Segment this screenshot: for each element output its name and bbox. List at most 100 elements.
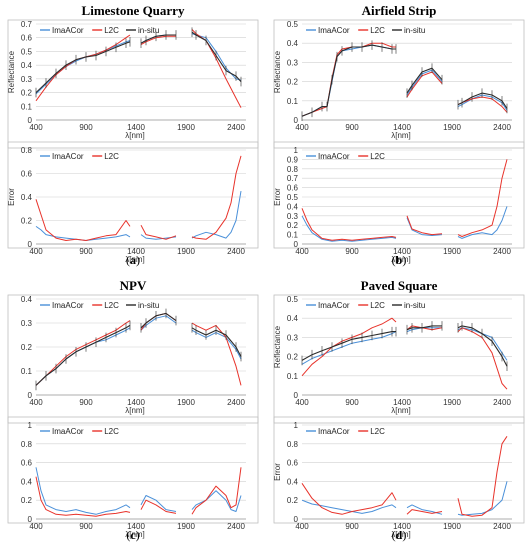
y-tick-label: 0.4 — [21, 295, 33, 304]
x-tick-label: 1400 — [393, 398, 411, 407]
series-line-l2c — [457, 436, 508, 517]
caption-label: c — [130, 528, 136, 542]
chart-frame — [7, 141, 259, 249]
y-tick-label: 0.5 — [21, 47, 33, 56]
x-axis-label: λ[nm] — [125, 255, 145, 264]
legend-entry: ImaACor — [52, 427, 84, 436]
chart-frame — [7, 19, 259, 149]
series-line-l2c — [35, 199, 131, 241]
y-tick-label: 0.9 — [287, 155, 299, 164]
legend-entry: in-situ — [138, 301, 159, 310]
x-axis-label: λ[nm] — [125, 406, 145, 415]
y-tick-label: 0.1 — [287, 372, 299, 381]
y-tick-label: 0.8 — [287, 165, 299, 174]
y-tick-label: 0 — [294, 240, 299, 249]
legend-entry: L2C — [370, 301, 385, 310]
x-tick-label: 2400 — [493, 522, 511, 531]
x-tick-label: 1900 — [443, 247, 461, 256]
y-tick-label: 0.6 — [287, 184, 299, 193]
series-line-imaacor — [140, 234, 177, 240]
x-axis-label: λ[nm] — [391, 530, 411, 539]
series-line-l2c — [35, 476, 131, 517]
series-line-l2c — [140, 499, 177, 514]
x-tick-label: 900 — [345, 247, 359, 256]
x-tick-label: 2400 — [493, 398, 511, 407]
y-tick-label: 0 — [28, 515, 33, 524]
y-axis-label: Error — [273, 463, 282, 481]
y-tick-label: 0 — [294, 515, 299, 524]
y-tick-label: 0.4 — [21, 61, 33, 70]
x-tick-label: 400 — [29, 398, 43, 407]
y-tick-label: 0.8 — [21, 440, 33, 449]
x-tick-label: 2400 — [493, 123, 511, 132]
panel-d: Paved Square 0 0.1 0.2 0.3 0.4 0.5 400 900 1400 1… — [266, 275, 532, 550]
x-tick-label: 900 — [345, 522, 359, 531]
y-tick-label: 0.1 — [21, 367, 33, 376]
series-line-l2c — [406, 215, 443, 236]
series-line-l2c — [191, 467, 242, 515]
legend-entry: in-situ — [404, 301, 425, 310]
y-tick-label: 0.4 — [287, 202, 299, 211]
y-tick-label: 0.6 — [21, 170, 33, 179]
x-tick-label: 1900 — [443, 522, 461, 531]
panel-c: NPV 0 0.1 0.2 0.3 0.4 400 900 1400 1900 2400 λ[nm]… — [0, 275, 266, 550]
x-axis-label: λ[nm] — [125, 131, 145, 140]
y-tick-label: 0.4 — [21, 477, 33, 486]
x-tick-label: 1400 — [127, 123, 145, 132]
x-tick-label: 400 — [295, 247, 309, 256]
legend-entry: ImaACor — [318, 427, 350, 436]
series-line-imaacor — [191, 490, 242, 512]
x-tick-label: 1900 — [177, 522, 195, 531]
x-tick-label: 1900 — [443, 398, 461, 407]
reflectance-chart-a: 0 0.1 0.2 0.3 0.4 0.5 0.6 0.7 400 900 1400 1900 2400… — [7, 19, 259, 149]
caption-label: a — [130, 253, 136, 267]
y-tick-label: 0.2 — [287, 353, 299, 362]
chart-frame — [273, 416, 525, 524]
series-line-l2c — [191, 322, 242, 386]
y-tick-label: 0.1 — [21, 102, 33, 111]
x-tick-label: 1400 — [393, 123, 411, 132]
caption-label: b — [395, 253, 403, 267]
chart-frame — [273, 19, 525, 149]
panel-a: Limestone Quarry 0 0.1 0.2 0.3 0.4 0.5 0.6 0.7 4… — [0, 0, 266, 275]
legend-entry: L2C — [104, 427, 119, 436]
x-axis-label: λ[nm] — [391, 406, 411, 415]
x-tick-label: 2400 — [227, 123, 245, 132]
x-tick-label: 1900 — [443, 123, 461, 132]
y-tick-label: 0.3 — [287, 212, 299, 221]
series-line-imaacor — [35, 467, 131, 515]
x-tick-label: 900 — [79, 123, 93, 132]
series-line-imaacor — [457, 481, 508, 516]
series-line-l2c — [457, 159, 508, 237]
x-tick-label: 1900 — [177, 123, 195, 132]
x-tick-label: 400 — [29, 247, 43, 256]
y-axis-label: Reflectance — [273, 325, 282, 368]
x-tick-label: 900 — [79, 398, 93, 407]
y-tick-label: 0 — [28, 240, 33, 249]
series-line-imaacor — [140, 495, 177, 512]
legend-entry: L2C — [104, 26, 119, 35]
x-tick-label: 1400 — [127, 247, 145, 256]
legend-entry: ImaACor — [318, 152, 350, 161]
x-tick-label: 900 — [345, 398, 359, 407]
chart-frame — [273, 294, 525, 424]
x-tick-label: 1900 — [177, 398, 195, 407]
x-tick-label: 1400 — [393, 522, 411, 531]
series-line-l2c — [191, 155, 242, 240]
series-line-imaacor — [191, 191, 242, 239]
y-tick-label: 0.6 — [21, 459, 33, 468]
x-tick-label: 1900 — [177, 247, 195, 256]
panel-caption: (b) — [391, 253, 407, 267]
x-tick-label: 2400 — [227, 398, 245, 407]
x-tick-label: 400 — [29, 522, 43, 531]
legend-entry: L2C — [370, 427, 385, 436]
y-tick-label: 0.8 — [287, 440, 299, 449]
y-tick-label: 0.5 — [287, 295, 299, 304]
y-tick-label: 0 — [28, 116, 33, 125]
y-tick-label: 0.2 — [21, 89, 33, 98]
y-axis-label: Error — [7, 188, 16, 206]
error-chart-a: 0 0.2 0.4 0.6 0.8 400 900 1400 1900 2400 λ[nm] Erro… — [7, 141, 259, 264]
y-tick-label: 0.2 — [21, 496, 33, 505]
